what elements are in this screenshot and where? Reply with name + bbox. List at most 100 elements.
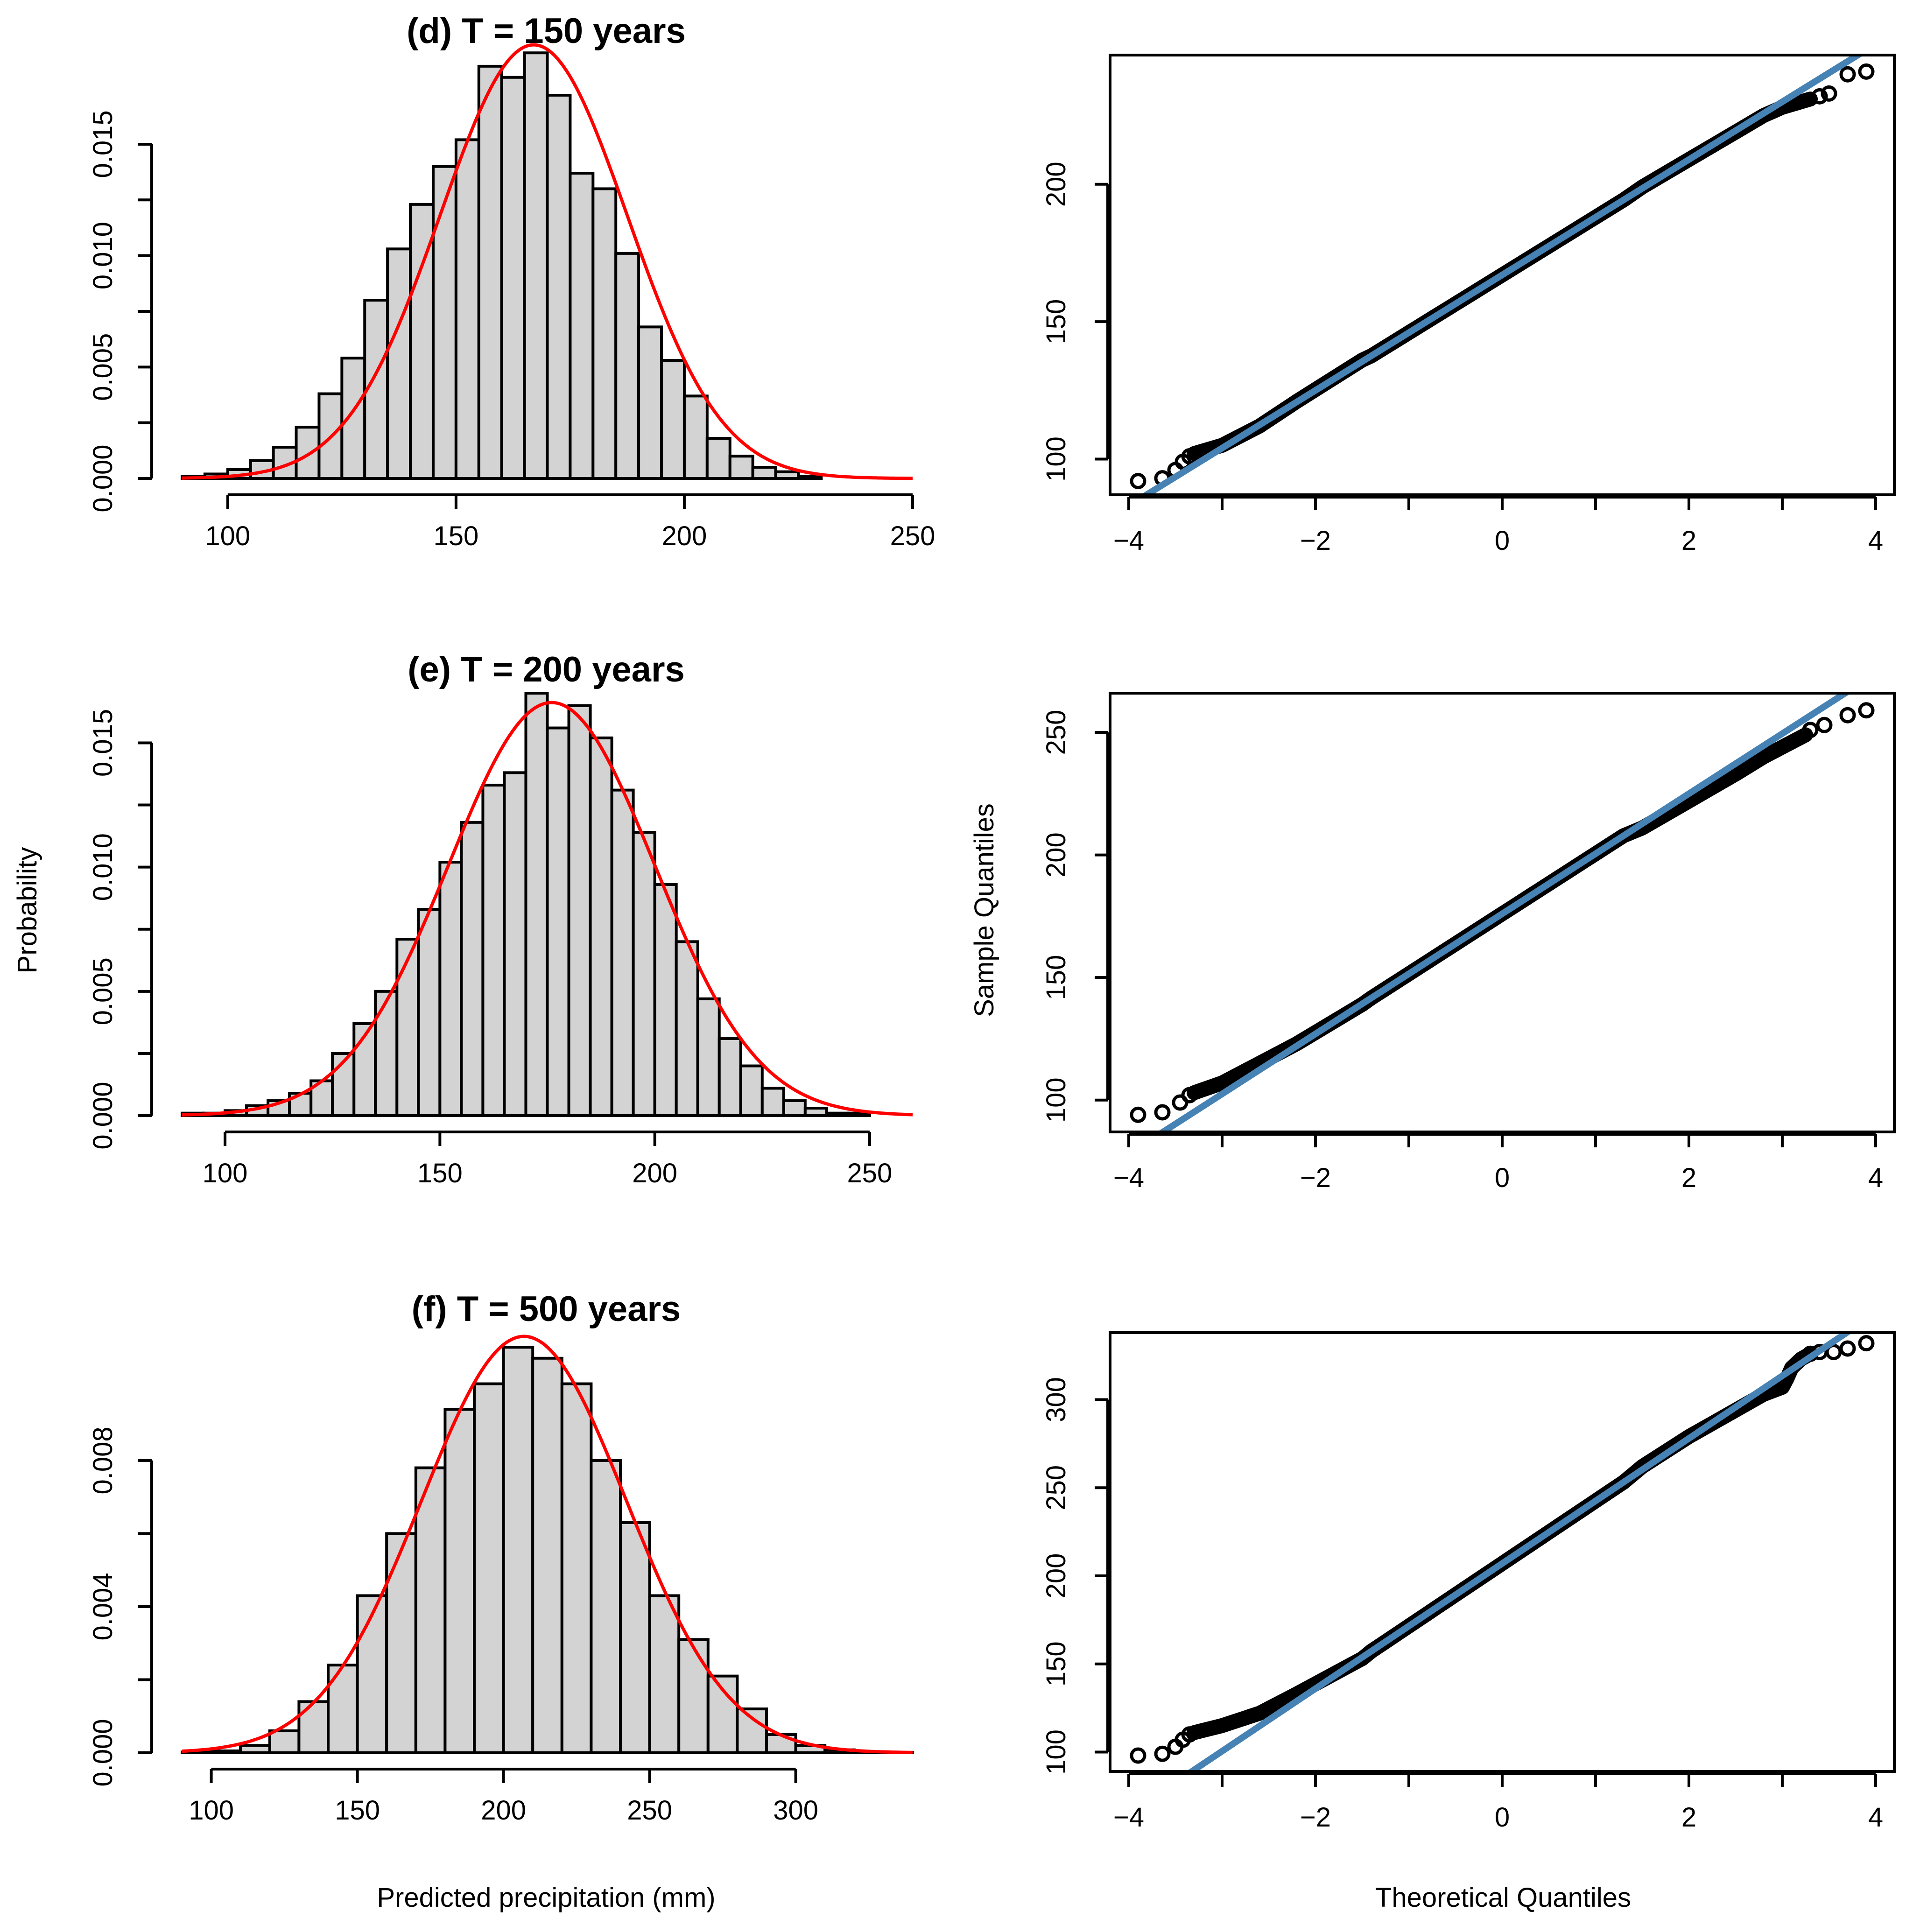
histogram-bar [637, 325, 663, 480]
histogram-bar [431, 165, 457, 480]
histogram-bar [524, 692, 549, 1117]
histogram-bar [385, 1532, 417, 1755]
qq-sample-point [1825, 1344, 1842, 1361]
histogram-bar [546, 93, 572, 480]
y-tick-label: 100 [1041, 436, 1071, 482]
x-tick-label: 100 [189, 1795, 234, 1826]
x-tick-label: 200 [662, 521, 707, 551]
y-tick-label: 0.015 [88, 709, 118, 777]
qq-sample-point [1130, 1106, 1146, 1123]
x-tick-label: 150 [335, 1795, 380, 1826]
histogram-bar [297, 1700, 330, 1755]
histogram-bar [546, 726, 570, 1117]
histogram-bar [477, 64, 503, 480]
qq-sample-point [1858, 63, 1875, 80]
histogram-bar [736, 1707, 768, 1754]
histogram-bar [591, 187, 618, 480]
qq-sample-point [1130, 473, 1146, 490]
sample-quantiles-axis-label: Sample Quantiles [969, 803, 999, 1017]
y-tick-label: 200 [1041, 162, 1071, 207]
histogram-bar [523, 51, 549, 480]
histogram-bar [660, 358, 686, 480]
histogram-bar [356, 1594, 388, 1754]
y-tick-label: 200 [1041, 1553, 1071, 1599]
qq-sample-point [1130, 1747, 1146, 1764]
histogram-bar [825, 1111, 850, 1117]
y-tick-label: 0.005 [88, 333, 118, 401]
density-curve [182, 701, 913, 1117]
x-tick-label: 4 [1868, 526, 1883, 556]
x-tick-label: 2 [1681, 526, 1696, 556]
qq-sample-point [1181, 448, 1198, 465]
x-tick-label: −4 [1113, 1163, 1144, 1193]
x-tick-label: 250 [890, 521, 935, 551]
histogram-bar [705, 437, 731, 480]
histogram-bar [386, 247, 412, 480]
qq-reference-line [1157, 693, 1851, 1132]
histogram-title-e: (e) T = 200 years [408, 650, 685, 689]
qq-reference-line [1140, 55, 1864, 495]
x-tick-label: 150 [433, 521, 478, 551]
qq-plot-frame [1109, 54, 1896, 496]
probability-axis-label: Probability [12, 847, 42, 974]
histogram-panel-f: (f) T = 500 years 100 150 200 250 300 0.000 0.… [88, 1289, 914, 1826]
y-tick-label: 250 [1041, 1465, 1071, 1510]
histogram-bar [460, 821, 485, 1117]
x-tick-label: −4 [1113, 1802, 1144, 1833]
histogram-panel-e: (e) T = 200 years 100 150 200 250 0.000 0.005… [88, 650, 913, 1188]
qq-sample-point [1858, 1335, 1875, 1352]
x-tick-label: −4 [1113, 526, 1144, 556]
histogram-bar [590, 1459, 622, 1755]
histogram-bar [589, 736, 613, 1117]
x-tick-label: 100 [205, 521, 250, 551]
qq-plot-area [1130, 693, 1875, 1132]
x-tick-label: 200 [632, 1158, 677, 1188]
histogram-bar [340, 357, 366, 480]
x-tick-label: −2 [1300, 526, 1331, 556]
qq-sample-point [1811, 88, 1828, 105]
histogram-bar [682, 394, 709, 480]
qq-panel-d: −4 −2 0 2 4 100 150 200 [1041, 54, 1896, 556]
x-tick-label: −2 [1300, 1163, 1331, 1193]
histogram-bar [803, 1107, 828, 1117]
qq-sample-point [1181, 1726, 1198, 1743]
y-tick-label: 0.008 [88, 1426, 118, 1494]
histogram-bar [500, 76, 526, 480]
histogram-bar [503, 771, 527, 1117]
y-tick-label: 0.000 [88, 1719, 118, 1786]
histogram-bar [569, 172, 595, 480]
y-tick-label: 0.015 [88, 110, 118, 178]
histogram-bar [473, 1382, 505, 1754]
qq-sample-point [1839, 66, 1856, 83]
x-tick-label: 100 [203, 1158, 248, 1188]
density-curve [182, 43, 913, 480]
histogram-panel-d: (d) T = 150 years 100 150 200 250 0.000 0.005… [88, 11, 935, 551]
histogram-bar [739, 1064, 764, 1117]
histogram-title-d: (d) T = 150 years [407, 11, 686, 51]
qq-plot-area [1130, 55, 1875, 495]
histogram-bar [797, 475, 823, 480]
x-tick-label: 0 [1495, 1163, 1510, 1193]
qq-plot-frame [1109, 1331, 1896, 1773]
qq-sample-point [1802, 722, 1819, 738]
y-tick-label: 150 [1041, 1641, 1071, 1686]
histogram-bar [374, 990, 399, 1117]
x-tick-label: 4 [1868, 1163, 1883, 1193]
histogram-bar [268, 1729, 301, 1754]
histogram-bar [317, 392, 344, 480]
y-tick-label: 300 [1041, 1377, 1071, 1422]
qq-sample-point [1154, 1104, 1171, 1121]
x-tick-label: 2 [1681, 1163, 1696, 1193]
predicted-precipitation-axis-label: Predicted precipitation (mm) [377, 1883, 715, 1913]
histogram-bar [751, 466, 777, 480]
qq-panel-e: −4 −2 0 2 4 100 150 200 250 [1041, 692, 1896, 1193]
histogram-bar [481, 783, 506, 1117]
histogram-bar [648, 1594, 681, 1754]
histogram-bar [717, 1037, 742, 1117]
y-tick-label: 100 [1041, 1077, 1071, 1123]
x-tick-label: −2 [1300, 1802, 1331, 1833]
qq-reference-line [1186, 1333, 1853, 1771]
histogram-bar [560, 1382, 593, 1754]
qq-sample-point [1181, 1087, 1198, 1103]
